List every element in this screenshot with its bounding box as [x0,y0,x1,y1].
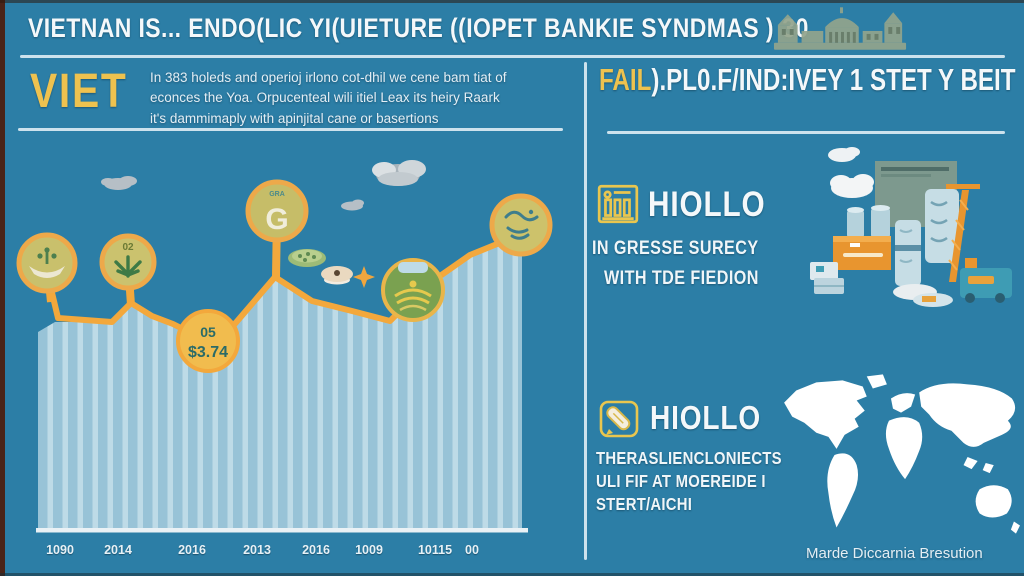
cargo-machine [960,258,1012,303]
top-edge-strip [0,0,1024,3]
left-section-divider [18,128,563,131]
item2-line: STERT/AICHI [596,494,693,514]
shipping-container [833,236,891,270]
right-headline-accent: FAIL [599,62,652,97]
crates [810,262,844,294]
x-axis-label: 1090 [46,543,74,557]
cloud-small-icon [101,176,137,190]
cloud-white-icon [830,174,874,198]
coin-plant-boat [16,232,78,294]
coin-number: 02 [122,242,134,253]
intro-line: econces the Yoa. Orpucenteal wili itiel … [150,90,500,106]
marker-stems [43,213,281,306]
trend-chart: 02 05 $3.74 GRA G [16,160,553,533]
item2-line: ULI FIF AT MOEREIDE I [596,471,766,491]
scroll-pencil-icon [599,400,639,438]
cloud-white-icon [828,147,860,162]
plate-cream-icon [321,266,353,285]
intro-paragraph: In 383 holeds and operioj irlono cot-dhi… [150,68,506,129]
coin-hemp-leaf: 02 [99,233,157,291]
badge-value: $3.74 [188,344,228,361]
bank-ledger-icon [597,184,639,224]
item1-title: HIOLLO [648,185,766,224]
coin-g-logo: GRA G [245,179,309,243]
x-axis-label: 2016 [302,543,330,557]
item2-line: THERASLIENCLONIECTS [596,448,782,468]
world-map [784,374,1020,534]
header-divider [20,55,1005,58]
chart-baseline [36,528,528,533]
government-building-icon [773,7,907,50]
intro-line: it's dammimaply with apinjital cane or b… [150,110,439,126]
item2-title: HIOLLO [650,399,762,436]
badge-number: 05 [200,324,216,340]
coin-dragon [489,193,553,257]
cloud-large-icon [372,160,426,186]
item1-line: IN GRESSE SURECY [592,238,759,259]
x-axis-label: 2013 [243,543,271,557]
column-divider [584,62,587,560]
crane [946,184,980,282]
bottom-edge-strip [0,573,1024,576]
right-headline: FAIL).PL0.F/IND:IVEY 1 STET Y BEIT [599,62,1024,98]
x-axis-label: 1009 [355,543,383,557]
left-edge-strip [0,0,5,576]
x-axis-label: 10115 [417,543,453,557]
coin-letter: G [265,203,288,236]
intro-line: In 383 holeds and operioj irlono cot-dhi… [150,70,507,85]
trend-line [45,234,524,346]
brand-wordmark: VIET [30,65,128,118]
x-axis-label: 2014 [104,543,132,557]
item1-line: WITH TDE FIEDION [604,268,759,289]
price-badge: 05 $3.74 [176,309,240,373]
right-section-divider [607,131,1005,134]
paper-rolls [847,189,959,307]
cloud-tiny-icon [341,199,364,211]
coin-sublabel: GRA [269,191,285,198]
coin-crest [381,258,445,322]
plate-green-icon [288,249,326,267]
right-headline-rest: ).PL0.F/IND:IVEY 1 STET Y BEIT [651,62,1016,97]
footer-credit: Marde Diccarnia Bresution [806,545,983,562]
page-title: VIETNAN IS... ENDO(LIC YI(UIETURE ((IOPE… [28,13,947,44]
x-axis-label: 00 [465,543,479,557]
spark-arrow-icon [353,266,375,288]
x-axis-label: 2016 [178,543,206,557]
page-title-text: VIETNAN IS... ENDO(LIC YI(UIETURE ((IOPE… [28,13,774,43]
port-illustration [810,147,1012,307]
